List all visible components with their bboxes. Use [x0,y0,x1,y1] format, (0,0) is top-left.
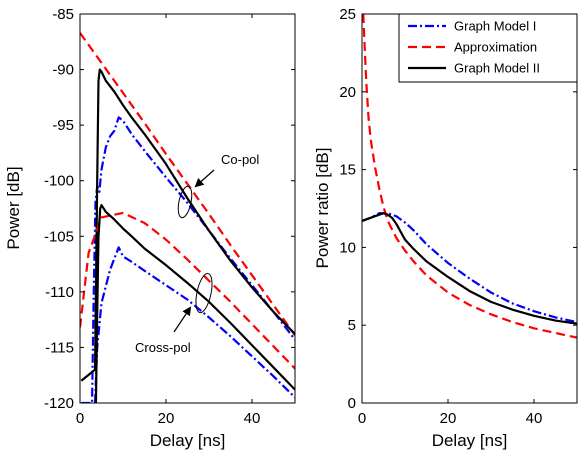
cross-pol-arrow [173,306,192,333]
ratio-series-group [362,14,577,339]
power-ratio-panel: 0 20 40 0 5 10 15 20 25 Graph Model I Approximat… [313,6,578,450]
ratio-xtick-label-2: 40 [526,410,543,427]
legend-label-graph-model-1: Graph Model I [454,19,536,34]
power-ytick-label-2: -110 [45,284,74,301]
ratio-ticks: 0 20 40 0 5 10 15 20 25 [339,6,577,427]
ratio-ytick-label-3: 15 [339,162,356,179]
ratio-y-axis-label: Power ratio [dB] [313,148,332,269]
ratio-x-axis-label: Delay [ns] [432,431,508,450]
power-ytick-label-6: -90 [52,62,74,79]
co-pol-arrow [194,169,215,188]
power-ytick-label-3: -105 [44,228,74,245]
ratio-ytick-label-2: 10 [339,239,356,256]
legend-label-approximation: Approximation [454,40,537,55]
power-series-approximation-co-pol-1 [80,32,295,336]
power-series-graph-model-ii-co-pol-2 [80,68,295,382]
ratio-ytick-label-1: 5 [348,317,356,334]
legend: Graph Model I Approximation Graph Model … [398,13,578,83]
power-series-group [80,32,295,403]
power-ytick-label-5: -95 [52,117,74,134]
power-y-axis-label: Power [dB] [4,166,23,249]
ratio-ytick-label-0: 0 [348,395,356,412]
ratio-ytick-label-4: 20 [339,84,356,101]
power-panel: 0 20 40 -120 -115 -110 -105 -100 -95 -90 -85 Co-po… [4,6,296,450]
power-series-graph-model-ii-cross-pol-5 [94,204,295,403]
ratio-xtick-label-0: 0 [358,410,366,427]
ratio-ytick-label-5: 25 [339,6,356,23]
ratio-series-approximation-1 [362,14,577,339]
ratio-series-graph-model-ii-2 [362,212,577,325]
power-ticks: 0 20 40 -120 -115 -110 -105 -100 -95 -90 -85 [44,6,295,427]
ratio-xtick-label-1: 20 [440,410,457,427]
legend-label-graph-model-2: Graph Model II [454,61,540,76]
power-xtick-label-0: 0 [76,410,84,427]
co-pol-ellipse [177,185,193,219]
power-axes-box [79,13,296,404]
power-xtick-label-2: 40 [244,410,261,427]
power-x-axis-label: Delay [ns] [150,431,226,450]
co-pol-label: Co-pol [221,152,259,167]
power-series-graph-model-i-cross-pol-3 [93,246,295,403]
power-ytick-label-4: -100 [44,173,74,190]
power-ytick-label-0: -120 [44,395,74,412]
power-xtick-label-1: 20 [158,410,175,427]
power-ytick-label-1: -115 [45,339,74,356]
cross-pol-ellipse [195,272,213,314]
power-ytick-label-7: -85 [52,6,74,23]
cross-pol-label: Cross-pol [135,340,191,355]
